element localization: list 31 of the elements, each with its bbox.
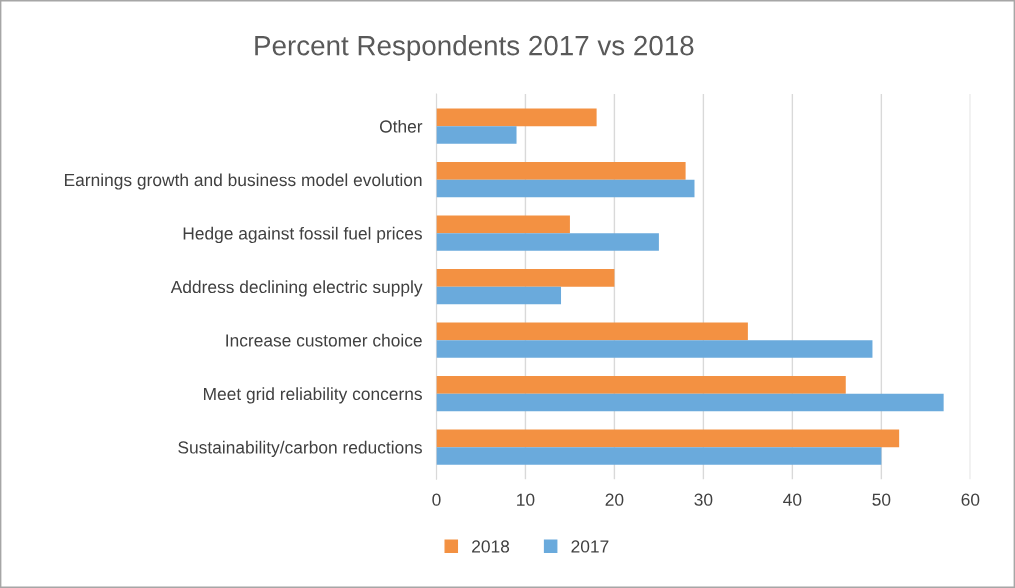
y-tick-label: Earnings growth and business model evolution (65, 173, 422, 190)
bar (436, 108, 597, 127)
y-tick-label: Sustainability/carbon reductions (178, 440, 422, 458)
bar (436, 126, 517, 144)
y-tick-label: Increase customer choice (226, 333, 422, 347)
y-tick-label: Other (379, 119, 423, 133)
x-tick-label: 60 (961, 493, 980, 506)
y-tick-label: Hedge against fossil fuel prices (183, 226, 422, 244)
x-tick-label: 40 (783, 493, 802, 506)
bar (436, 429, 900, 448)
bar (436, 375, 846, 394)
chart-title: Percent Respondents 2017 vs 2018 (255, 35, 694, 61)
bar (436, 233, 659, 251)
legend-label: 2018 (472, 540, 510, 553)
y-tick-label: Address declining electric supply (170, 280, 423, 297)
x-tick-label: 10 (517, 493, 535, 506)
bar (436, 322, 748, 341)
bar (436, 162, 686, 180)
x-tick-label: 0 (432, 493, 441, 506)
bar (436, 179, 695, 198)
bar (436, 447, 882, 465)
x-tick-label: 30 (694, 493, 713, 506)
y-tick-label: Meet grid reliability concerns (204, 387, 422, 404)
legend-label: 2017 (571, 540, 609, 553)
x-tick-label: 50 (872, 493, 891, 506)
bar (436, 286, 562, 305)
bar (436, 269, 615, 287)
bar (436, 393, 944, 412)
bar (436, 215, 570, 234)
x-tick-label: 20 (605, 493, 624, 506)
bar (436, 340, 873, 358)
